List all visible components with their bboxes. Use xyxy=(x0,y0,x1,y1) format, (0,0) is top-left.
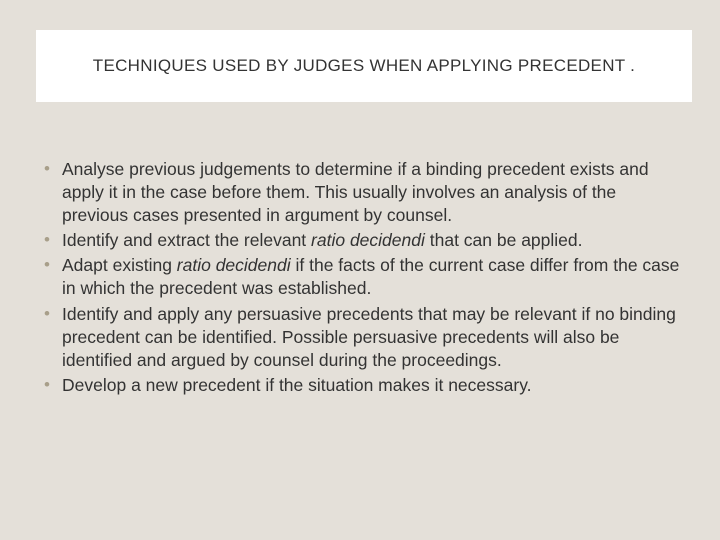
bullet-pre: Adapt existing xyxy=(62,255,177,275)
title-box: TECHNIQUES USED BY JUDGES WHEN APPLYING … xyxy=(36,30,692,102)
list-item: Identify and extract the relevant ratio … xyxy=(42,229,684,252)
bullet-post: that can be applied. xyxy=(425,230,583,250)
content-area: Analyse previous judgements to determine… xyxy=(42,158,684,399)
slide: TECHNIQUES USED BY JUDGES WHEN APPLYING … xyxy=(0,0,720,540)
list-item: Adapt existing ratio decidendi if the fa… xyxy=(42,254,684,300)
bullet-pre: Identify and apply any persuasive preced… xyxy=(62,304,676,370)
list-item: Develop a new precedent if the situation… xyxy=(42,374,684,397)
bullet-pre: Identify and extract the relevant xyxy=(62,230,311,250)
slide-title: TECHNIQUES USED BY JUDGES WHEN APPLYING … xyxy=(56,56,672,76)
bullet-italic: ratio decidendi xyxy=(311,230,425,250)
list-item: Analyse previous judgements to determine… xyxy=(42,158,684,227)
list-item: Identify and apply any persuasive preced… xyxy=(42,303,684,372)
bullet-pre: Analyse previous judgements to determine… xyxy=(62,159,649,225)
bullet-italic: ratio decidendi xyxy=(177,255,291,275)
bullet-pre: Develop a new precedent if the situation… xyxy=(62,375,532,395)
bullet-list: Analyse previous judgements to determine… xyxy=(42,158,684,397)
